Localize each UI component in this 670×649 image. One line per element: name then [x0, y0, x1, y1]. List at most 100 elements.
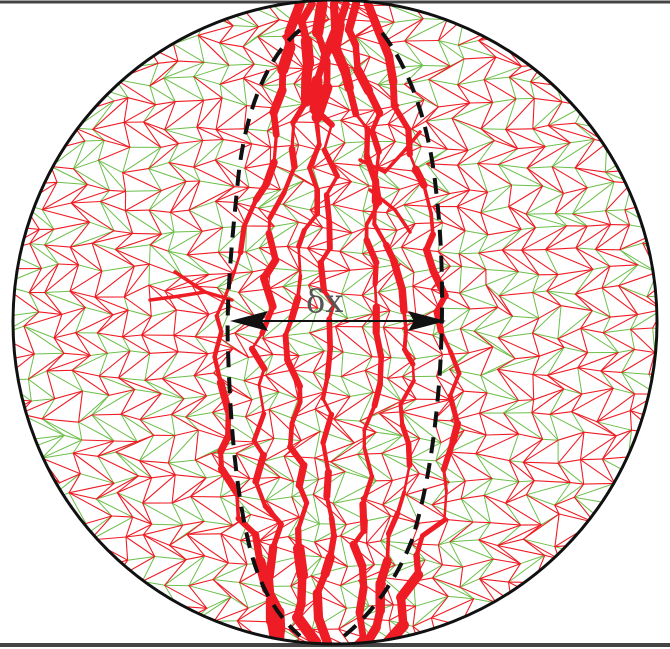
- fracture-chain-segment: [254, 556, 273, 595]
- tensile-contact: [218, 42, 244, 48]
- compressive-contact: [209, 638, 231, 644]
- compressive-contact: [508, 76, 531, 83]
- tensile-contact: [456, 164, 489, 193]
- tensile-contact: [69, 290, 96, 298]
- compressive-contact: [606, 142, 642, 152]
- fracture-chain-segment: [363, 237, 380, 266]
- tensile-contact: [525, 185, 544, 215]
- compressive-contact: [98, 66, 108, 89]
- compressive-contact: [532, 292, 540, 319]
- compressive-contact: [302, 555, 323, 558]
- tensile-contact: [338, 628, 354, 644]
- compressive-contact: [245, 247, 260, 253]
- compressive-contact: [478, 539, 494, 560]
- tensile-contact: [94, 296, 129, 311]
- compressive-contact: [495, 601, 512, 604]
- compressive-contact: [169, 627, 211, 644]
- compressive-contact: [44, 244, 59, 265]
- tensile-contact: [431, 577, 449, 597]
- tensile-contact: [175, 309, 210, 315]
- fracture-chain-segment: [320, 374, 330, 401]
- tensile-contact: [169, 607, 208, 629]
- compressive-contact: [431, 566, 464, 579]
- tensile-contact: [262, 440, 302, 463]
- tensile-contact: [456, 164, 471, 191]
- tensile-contact: [504, 481, 520, 504]
- tensile-contact: [109, 189, 127, 192]
- tensile-contact: [551, 166, 565, 195]
- fracture-chain-segment: [297, 245, 302, 278]
- compressive-contact: [377, 65, 424, 86]
- tensile-contact: [125, 534, 144, 538]
- compressive-contact: [161, 375, 195, 380]
- compressive-contact: [600, 370, 614, 389]
- compressive-contact: [27, 378, 32, 402]
- compressive-contact: [78, 421, 83, 441]
- compressive-contact: [437, 521, 474, 546]
- compressive-contact: [505, 98, 517, 130]
- tensile-contact: [508, 206, 527, 215]
- tensile-contact: [286, 245, 301, 272]
- compressive-contact: [167, 459, 196, 464]
- compressive-contact: [478, 228, 522, 254]
- tensile-contact: [186, 533, 206, 557]
- tensile-contact: [469, 189, 489, 193]
- tensile-contact: [525, 494, 560, 515]
- tensile-contact: [171, 495, 192, 504]
- tensile-contact: [235, 452, 251, 480]
- tensile-contact: [164, 275, 184, 292]
- tensile-contact: [437, 19, 448, 42]
- fracture-chain-segment: [217, 465, 241, 497]
- tensile-contact: [219, 494, 236, 498]
- tensile-contact: [242, 77, 277, 109]
- compressive-contact: [121, 336, 131, 352]
- tensile-contact: [574, 167, 606, 173]
- compressive-contact: [120, 413, 138, 443]
- tensile-contact: [522, 461, 535, 482]
- tensile-contact: [339, 565, 349, 587]
- tensile-contact: [326, 101, 351, 111]
- tensile-contact: [81, 439, 115, 442]
- compressive-contact: [577, 367, 583, 395]
- fracture-chain-segment: [385, 510, 401, 537]
- tensile-contact: [442, 222, 466, 232]
- compressive-contact: [172, 43, 205, 63]
- tensile-contact: [387, 123, 422, 148]
- tensile-contact: [508, 185, 544, 208]
- tensile-contact: [148, 284, 166, 292]
- tensile-contact: [533, 480, 571, 484]
- tensile-contact: [267, 269, 301, 290]
- tensile-contact: [601, 429, 633, 460]
- fracture-chain-segment: [414, 533, 425, 558]
- compressive-contact: [596, 421, 632, 431]
- fracture-chain-segment: [443, 489, 448, 522]
- tensile-contact: [124, 190, 162, 212]
- compressive-contact: [581, 541, 596, 545]
- compressive-contact: [432, 328, 461, 336]
- fracture-chain-segment: [270, 108, 280, 139]
- compressive-contact: [56, 181, 88, 185]
- tensile-contact: [594, 525, 609, 543]
- tensile-contact: [279, 516, 300, 523]
- tensile-contact: [214, 159, 250, 188]
- tensile-contact: [169, 180, 201, 213]
- compressive-contact: [646, 294, 657, 298]
- tensile-contact: [451, 117, 469, 151]
- compressive-contact: [91, 389, 136, 416]
- tensile-contact: [133, 601, 160, 607]
- compressive-contact: [290, 417, 321, 432]
- tensile-contact: [138, 460, 169, 464]
- tensile-contact: [181, 273, 210, 277]
- compressive-contact: [193, 139, 224, 168]
- tensile-contact: [164, 285, 194, 292]
- tensile-contact: [361, 326, 373, 358]
- compressive-contact: [340, 351, 344, 378]
- tensile-contact: [193, 139, 204, 168]
- tensile-contact: [378, 412, 403, 437]
- compressive-contact: [78, 394, 110, 423]
- tensile-contact: [23, 313, 63, 327]
- tensile-contact: [120, 388, 136, 415]
- compressive-contact: [99, 201, 115, 232]
- tensile-contact: [149, 351, 179, 354]
- tensile-contact: [617, 271, 657, 287]
